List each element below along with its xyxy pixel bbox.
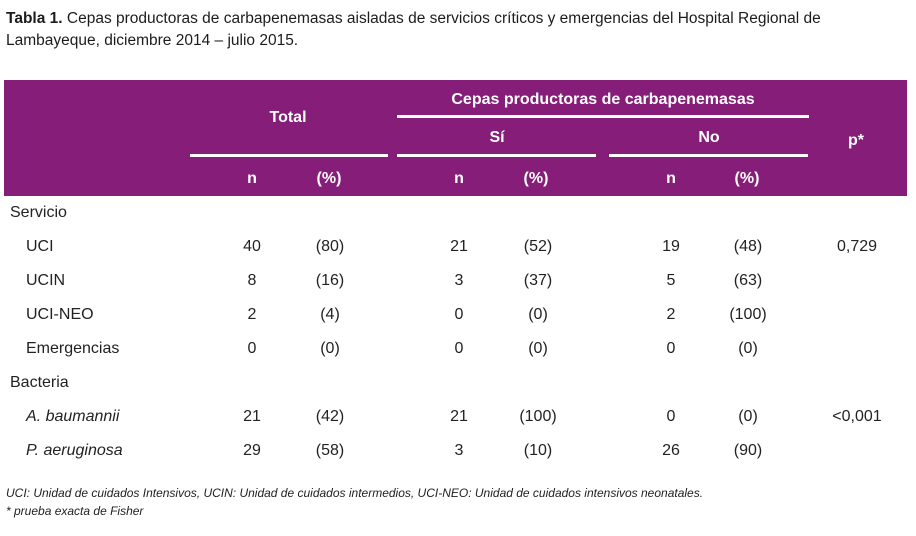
footnote-fisher: * prueba exacta de Fisher [6, 504, 144, 518]
table-row: UCIN 8 (16) 3 (37) 5 (63) [4, 264, 907, 298]
cell-total-n: 8 [247, 272, 257, 289]
header-no: No [698, 129, 720, 146]
cell-si-n: 0 [454, 340, 464, 357]
group-label: Servicio [10, 204, 67, 221]
row-label: UCIN [26, 272, 66, 289]
cell-p-value: <0,001 [832, 408, 882, 425]
row-label: A. baumannii [26, 408, 120, 425]
table-row: UCI-NEO 2 (4) 0 (0) 2 (100) [4, 298, 907, 332]
header-si-rule [397, 154, 596, 157]
header-group-title: Cepas productoras de carbapenemasas [451, 91, 755, 108]
table-row: Emergencias 0 (0) 0 (0) 0 (0) [4, 332, 907, 366]
cell-no-pct: (0) [738, 408, 758, 425]
caption-text: Cepas productoras de carbapenemasas aisl… [6, 10, 821, 49]
table-body: Servicio UCI 40 (80) 21 (52) 19 (48) 0,729 UCIN 8 (… [4, 196, 907, 468]
cell-si-pct: (0) [528, 306, 548, 323]
cell-total-n: 21 [243, 408, 261, 425]
group-row: Bacteria [4, 366, 907, 400]
row-label: UCI [26, 238, 54, 255]
cell-si-pct: (52) [523, 238, 553, 255]
header-total-rule [190, 154, 388, 157]
cell-si-n: 21 [450, 408, 468, 425]
group-label: Bacteria [10, 374, 69, 391]
header-si-n: n [454, 170, 464, 187]
cell-si-n: 3 [454, 442, 464, 459]
group-row: Servicio [4, 196, 907, 230]
cell-no-n: 19 [662, 238, 680, 255]
header-total: Total [269, 109, 307, 126]
cell-total-pct: (58) [315, 442, 345, 459]
header-total-pct: (%) [316, 170, 342, 187]
row-label: Emergencias [26, 340, 120, 357]
cell-si-n: 21 [450, 238, 468, 255]
cell-total-pct: (16) [315, 272, 345, 289]
data-table: Total Cepas productoras de carbapenemasa… [4, 80, 907, 468]
footnote-abbreviations: UCI: Unidad de cuidados Intensivos, UCIN… [6, 486, 704, 500]
cell-total-n: 29 [243, 442, 261, 459]
cell-total-pct: (42) [315, 408, 345, 425]
row-label: UCI-NEO [26, 306, 94, 323]
cell-total-n: 40 [243, 238, 261, 255]
cell-no-pct: (63) [733, 272, 763, 289]
cell-total-n: 0 [247, 340, 257, 357]
cell-total-pct: (4) [320, 306, 340, 323]
cell-si-n: 0 [454, 306, 464, 323]
cell-si-pct: (10) [523, 442, 553, 459]
table-caption: Tabla 1. Cepas productoras de carbapenem… [6, 8, 911, 52]
cell-no-n: 0 [666, 408, 676, 425]
cell-no-n: 0 [666, 340, 676, 357]
cell-si-pct: (100) [519, 408, 557, 425]
cell-no-n: 5 [666, 272, 676, 289]
cell-no-n: 26 [662, 442, 680, 459]
row-label: P. aeruginosa [26, 442, 123, 459]
table-row: P. aeruginosa 29 (58) 3 (10) 26 (90) [4, 434, 907, 468]
cell-si-pct: (37) [523, 272, 553, 289]
cell-no-n: 2 [666, 306, 676, 323]
cell-no-pct: (90) [733, 442, 763, 459]
cell-no-pct: (100) [729, 306, 767, 323]
table-row: UCI 40 (80) 21 (52) 19 (48) 0,729 [4, 230, 907, 264]
header-si-pct: (%) [523, 170, 549, 187]
cell-no-pct: (0) [738, 340, 758, 357]
header-group-rule [397, 115, 809, 118]
cell-si-n: 3 [454, 272, 464, 289]
cell-total-n: 2 [247, 306, 257, 323]
cell-total-pct: (80) [315, 238, 345, 255]
cell-si-pct: (0) [528, 340, 548, 357]
header-no-pct: (%) [734, 170, 760, 187]
caption-lead: Tabla 1. [6, 10, 63, 27]
table-header: Total Cepas productoras de carbapenemasa… [4, 80, 907, 196]
cell-p-value: 0,729 [836, 238, 878, 255]
header-no-n: n [666, 170, 676, 187]
table-row: A. baumannii 21 (42) 21 (100) 0 (0) <0,001 [4, 400, 907, 434]
cell-total-pct: (0) [320, 340, 340, 357]
table-footnotes: UCI: Unidad de cuidados Intensivos, UCIN… [6, 484, 703, 520]
header-total-n: n [247, 170, 257, 187]
header-si: Sí [489, 129, 505, 146]
header-p: p* [848, 132, 864, 149]
header-no-rule [609, 154, 808, 157]
cell-no-pct: (48) [733, 238, 763, 255]
